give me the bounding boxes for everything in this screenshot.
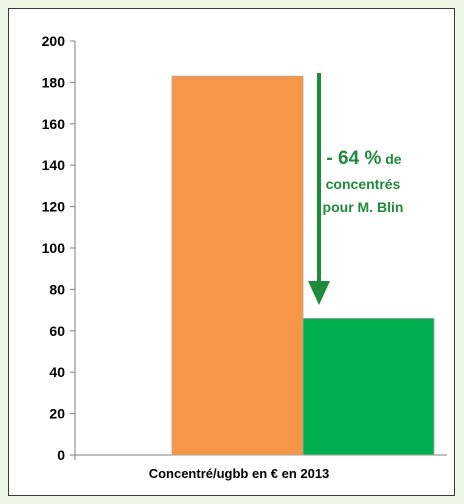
y-tick-label: 160 — [42, 116, 66, 132]
y-tick-label: 200 — [42, 33, 66, 49]
bar — [171, 75, 304, 456]
y-tick-label: 20 — [49, 406, 65, 422]
arrow-head — [308, 281, 330, 305]
y-tick-label: 0 — [57, 447, 65, 463]
annotation-suffix: de — [381, 151, 401, 167]
y-tick-label: 80 — [49, 281, 65, 297]
annotation-line-2: concentrés — [326, 176, 401, 192]
annotation-line-3: pour M. Blin — [323, 199, 404, 215]
x-axis-label: Concentré/ugbb en € en 2013 — [149, 466, 330, 481]
decrease-arrow — [308, 73, 330, 305]
chart-panel: 0 20 40 60 80 100 120 140 160 180 200 - 64 % de co… — [8, 8, 455, 496]
bar — [302, 317, 435, 456]
y-tick-label: 40 — [49, 364, 65, 380]
y-tick-label: 100 — [42, 240, 66, 256]
arrow-shaft — [317, 73, 321, 283]
annotation-highlight: - 64 % — [326, 148, 381, 169]
y-tick-label: 60 — [49, 323, 65, 339]
bar-chart: 0 20 40 60 80 100 120 140 160 180 200 - 64 % de co… — [42, 33, 447, 481]
annotation-line-1: - 64 % de — [326, 148, 401, 169]
y-tick-label: 140 — [42, 157, 66, 173]
y-tick-label: 180 — [42, 74, 66, 90]
bars — [171, 75, 435, 456]
y-tick-label: 120 — [42, 199, 66, 215]
